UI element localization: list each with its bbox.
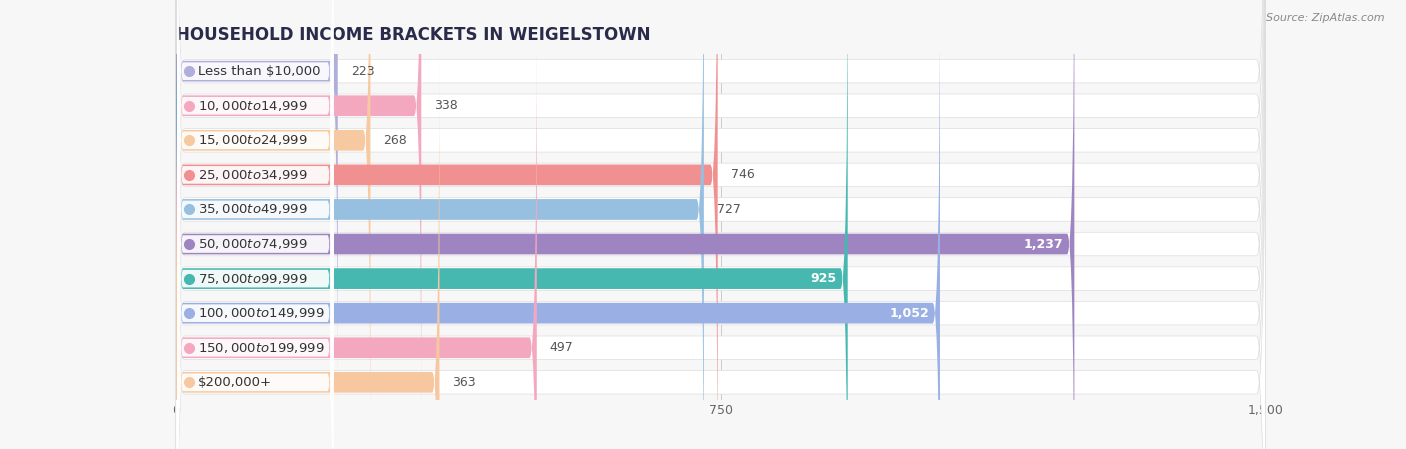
Text: 338: 338 [434, 99, 458, 112]
FancyBboxPatch shape [177, 0, 333, 449]
Text: Source: ZipAtlas.com: Source: ZipAtlas.com [1267, 13, 1385, 23]
Text: $15,000 to $24,999: $15,000 to $24,999 [197, 133, 308, 147]
Text: 925: 925 [811, 272, 837, 285]
Text: Less than $10,000: Less than $10,000 [197, 65, 321, 78]
Text: $25,000 to $34,999: $25,000 to $34,999 [197, 168, 308, 182]
FancyBboxPatch shape [176, 0, 1265, 449]
FancyBboxPatch shape [176, 0, 1265, 449]
Text: 1,052: 1,052 [890, 307, 929, 320]
Text: $35,000 to $49,999: $35,000 to $49,999 [197, 202, 308, 216]
FancyBboxPatch shape [176, 0, 337, 406]
Text: 746: 746 [731, 168, 755, 181]
Text: 497: 497 [550, 341, 574, 354]
Text: HOUSEHOLD INCOME BRACKETS IN WEIGELSTOWN: HOUSEHOLD INCOME BRACKETS IN WEIGELSTOWN [176, 26, 650, 44]
FancyBboxPatch shape [176, 0, 1265, 449]
Text: $10,000 to $14,999: $10,000 to $14,999 [197, 99, 308, 113]
FancyBboxPatch shape [176, 0, 422, 441]
FancyBboxPatch shape [176, 0, 1074, 449]
FancyBboxPatch shape [176, 47, 440, 449]
FancyBboxPatch shape [176, 0, 717, 449]
FancyBboxPatch shape [177, 45, 333, 449]
FancyBboxPatch shape [177, 0, 333, 443]
FancyBboxPatch shape [177, 0, 333, 449]
Text: $150,000 to $199,999: $150,000 to $199,999 [197, 341, 323, 355]
Text: 727: 727 [717, 203, 741, 216]
FancyBboxPatch shape [177, 0, 333, 339]
Text: 363: 363 [453, 376, 477, 389]
FancyBboxPatch shape [176, 0, 1265, 449]
FancyBboxPatch shape [177, 80, 333, 449]
Text: $100,000 to $149,999: $100,000 to $149,999 [197, 306, 323, 320]
FancyBboxPatch shape [176, 0, 370, 449]
FancyBboxPatch shape [176, 0, 1265, 449]
FancyBboxPatch shape [176, 0, 941, 449]
Text: 1,237: 1,237 [1024, 238, 1063, 251]
Text: $200,000+: $200,000+ [197, 376, 271, 389]
FancyBboxPatch shape [176, 0, 1265, 449]
FancyBboxPatch shape [177, 0, 333, 374]
FancyBboxPatch shape [176, 0, 1265, 449]
FancyBboxPatch shape [177, 0, 333, 408]
Text: 223: 223 [352, 65, 374, 78]
Text: $50,000 to $74,999: $50,000 to $74,999 [197, 237, 308, 251]
FancyBboxPatch shape [176, 0, 848, 449]
FancyBboxPatch shape [177, 11, 333, 449]
FancyBboxPatch shape [177, 114, 333, 449]
FancyBboxPatch shape [176, 0, 1265, 449]
FancyBboxPatch shape [176, 13, 537, 449]
FancyBboxPatch shape [176, 0, 1265, 449]
FancyBboxPatch shape [176, 0, 704, 449]
Text: 268: 268 [384, 134, 408, 147]
Text: $75,000 to $99,999: $75,000 to $99,999 [197, 272, 308, 286]
FancyBboxPatch shape [176, 0, 1265, 449]
